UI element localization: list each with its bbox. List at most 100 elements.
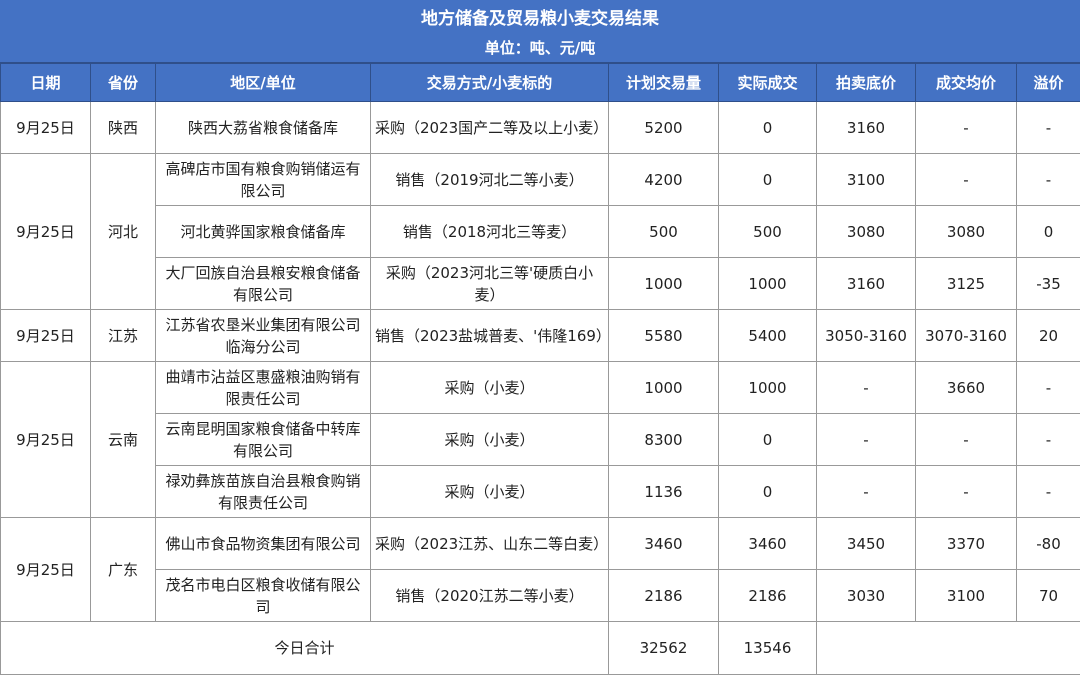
- unit-label: 单位：吨、元/吨: [484, 39, 596, 57]
- unit-cell: 陕西大荔省粮食储备库: [155, 101, 371, 154]
- unit-cell: 大厂回族自治县粮安粮食储备有限公司: [155, 257, 371, 310]
- planned-cell: 8300: [608, 413, 719, 466]
- actual-cell: 1000: [718, 361, 817, 414]
- unit-cell: 禄劝彝族苗族自治县粮食购销有限责任公司: [155, 465, 371, 518]
- floor-price-cell: 3100: [816, 153, 916, 206]
- premium-cell: -80: [1016, 517, 1080, 570]
- column-header-actual: 实际成交: [718, 63, 817, 102]
- method-cell: 采购（小麦）: [370, 413, 609, 466]
- floor-price-cell: 3050-3160: [816, 309, 916, 362]
- actual-cell: 0: [718, 153, 817, 206]
- avg-price-cell: -: [915, 101, 1017, 154]
- method-cell: 采购（2023河北三等'硬质白小麦）: [370, 257, 609, 310]
- premium-cell: 20: [1016, 309, 1080, 362]
- premium-cell: -: [1016, 465, 1080, 518]
- date-cell: 9月25日: [0, 361, 91, 518]
- planned-cell: 3460: [608, 517, 719, 570]
- method-cell: 销售（2023盐城普麦、'伟隆169）: [370, 309, 611, 362]
- table-row: 茂名市电白区粮食收储有限公司 销售（2020江苏二等小麦） 2186 2186 3030…: [1, 569, 1080, 622]
- column-header-province: 省份: [90, 63, 156, 102]
- planned-cell: 5200: [608, 101, 719, 154]
- column-header-avg-price: 成交均价: [915, 63, 1017, 102]
- table-row: 9月25日 江苏 江苏省农垦米业集团有限公司临海分公司 销售（2023盐城普麦、'伟隆…: [0, 309, 1080, 362]
- avg-price-cell: -: [915, 413, 1017, 466]
- floor-price-cell: -: [816, 413, 916, 466]
- trade-results-table: 日期 省份 地区/单位 交易方式/小麦标的 计划交易量 实际成交 拍卖底价 成交均价 溢价 9月…: [0, 63, 1080, 675]
- avg-price-cell: 3080: [915, 205, 1017, 258]
- method-cell: 销售（2019河北二等小麦）: [370, 153, 609, 206]
- planned-cell: 5580: [608, 309, 719, 362]
- method-cell: 采购（2023江苏、山东二等白麦）: [370, 517, 609, 570]
- planned-cell: 1000: [608, 361, 719, 414]
- planned-cell: 1136: [608, 465, 719, 518]
- unit-cell: 茂名市电白区粮食收储有限公司: [155, 569, 371, 622]
- table-row: 9月25日 陕西 陕西大荔省粮食储备库 采购（2023国产二等及以上小麦） 5200 0 3…: [0, 101, 1080, 154]
- floor-price-cell: 3080: [816, 205, 916, 258]
- table-row: 9月25日 河北 高碑店市国有粮食购销储运有限公司 销售（2019河北二等小麦） 420…: [0, 153, 1080, 310]
- floor-price-cell: -: [816, 361, 916, 414]
- planned-cell: 4200: [608, 153, 719, 206]
- total-row: 今日合计 32562 13546: [0, 621, 1080, 675]
- actual-cell: 0: [718, 465, 817, 518]
- total-actual-cell: 13546: [718, 621, 817, 675]
- province-cell: 陕西: [90, 101, 156, 154]
- method-cell: 销售（2020江苏二等小麦）: [370, 569, 609, 622]
- unit-cell: 佛山市食品物资集团有限公司: [155, 517, 371, 570]
- floor-price-cell: 3160: [816, 101, 916, 154]
- avg-price-cell: 3125: [915, 257, 1017, 310]
- table-title-band: 地方储备及贸易粮小麦交易结果 单位：吨、元/吨: [0, 0, 1080, 63]
- date-cell: 9月25日: [0, 153, 91, 310]
- actual-cell: 0: [718, 413, 817, 466]
- province-cell: 江苏: [90, 309, 156, 362]
- floor-price-cell: 3030: [816, 569, 916, 622]
- province-cell: 云南: [90, 361, 156, 518]
- method-cell: 采购（小麦）: [370, 465, 609, 518]
- table-row: 9月25日 广东 佛山市食品物资集团有限公司 采购（2023江苏、山东二等白麦） 346…: [0, 517, 1080, 622]
- table-row: 云南昆明国家粮食储备中转库有限公司 采购（小麦） 8300 0- - -: [1, 413, 1080, 466]
- avg-price-cell: 3070-3160: [915, 309, 1017, 362]
- premium-cell: -: [1016, 413, 1080, 466]
- actual-cell: 500: [718, 205, 817, 258]
- table-row: 9月25日 云南 曲靖市沾益区惠盛粮油购销有限责任公司 采购（小麦） 1000 1000-…: [0, 361, 1080, 518]
- premium-cell: 0: [1016, 205, 1080, 258]
- floor-price-cell: 3160: [816, 257, 916, 310]
- planned-cell: 500: [608, 205, 719, 258]
- date-cell: 9月25日: [0, 517, 91, 622]
- avg-price-cell: 3100: [915, 569, 1017, 622]
- planned-cell: 1000: [608, 257, 719, 310]
- actual-cell: 0: [718, 101, 817, 154]
- premium-cell: 70: [1016, 569, 1080, 622]
- column-header-premium: 溢价: [1016, 63, 1080, 102]
- avg-price-cell: 3660: [915, 361, 1017, 414]
- total-label: 今日合计: [0, 621, 609, 675]
- avg-price-cell: -: [915, 153, 1017, 206]
- floor-price-cell: 3450: [816, 517, 916, 570]
- premium-cell: -35: [1016, 257, 1080, 310]
- column-header-floor-price: 拍卖底价: [816, 63, 916, 102]
- province-cell: 河北: [90, 153, 156, 310]
- column-header-unit: 地区/单位: [155, 63, 371, 102]
- total-planned-cell: 32562: [608, 621, 719, 675]
- method-cell: 采购（小麦）: [370, 361, 609, 414]
- column-header-planned: 计划交易量: [608, 63, 719, 102]
- method-cell: 销售（2018河北三等麦）: [370, 205, 609, 258]
- floor-price-cell: -: [816, 465, 916, 518]
- premium-cell: -: [1016, 153, 1080, 206]
- table-row: 大厂回族自治县粮安粮食储备有限公司 采购（2023河北三等'硬质白小麦） 1000 1…: [1, 257, 1080, 310]
- planned-cell: 2186: [608, 569, 719, 622]
- column-header-date: 日期: [0, 63, 91, 102]
- total-empty-cell: [816, 621, 1080, 675]
- date-cell: 9月25日: [0, 101, 91, 154]
- actual-cell: 3460: [718, 517, 817, 570]
- premium-cell: -: [1016, 361, 1080, 414]
- province-cell: 广东: [90, 517, 156, 622]
- actual-cell: 5400: [718, 309, 817, 362]
- premium-cell: -: [1016, 101, 1080, 154]
- actual-cell: 2186: [718, 569, 817, 622]
- date-cell: 9月25日: [0, 309, 91, 362]
- avg-price-cell: 3370: [915, 517, 1017, 570]
- actual-cell: 1000: [718, 257, 817, 310]
- column-header-method: 交易方式/小麦标的: [370, 63, 609, 102]
- method-cell: 采购（2023国产二等及以上小麦）: [370, 101, 609, 154]
- table-title: 地方储备及贸易粮小麦交易结果: [421, 9, 659, 29]
